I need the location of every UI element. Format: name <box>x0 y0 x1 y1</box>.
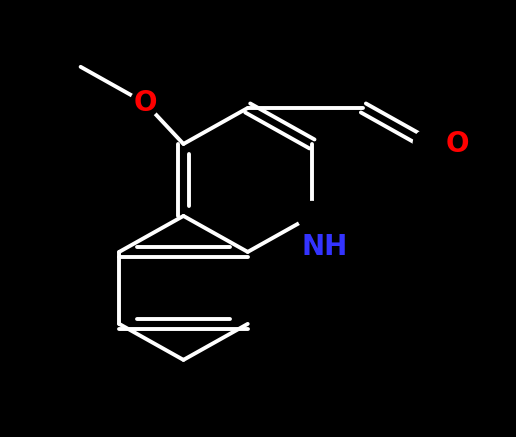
Circle shape <box>298 201 327 230</box>
Circle shape <box>413 129 442 158</box>
Text: NH: NH <box>302 233 348 261</box>
Text: O: O <box>446 130 469 158</box>
Circle shape <box>131 88 159 117</box>
Text: O: O <box>133 89 157 117</box>
